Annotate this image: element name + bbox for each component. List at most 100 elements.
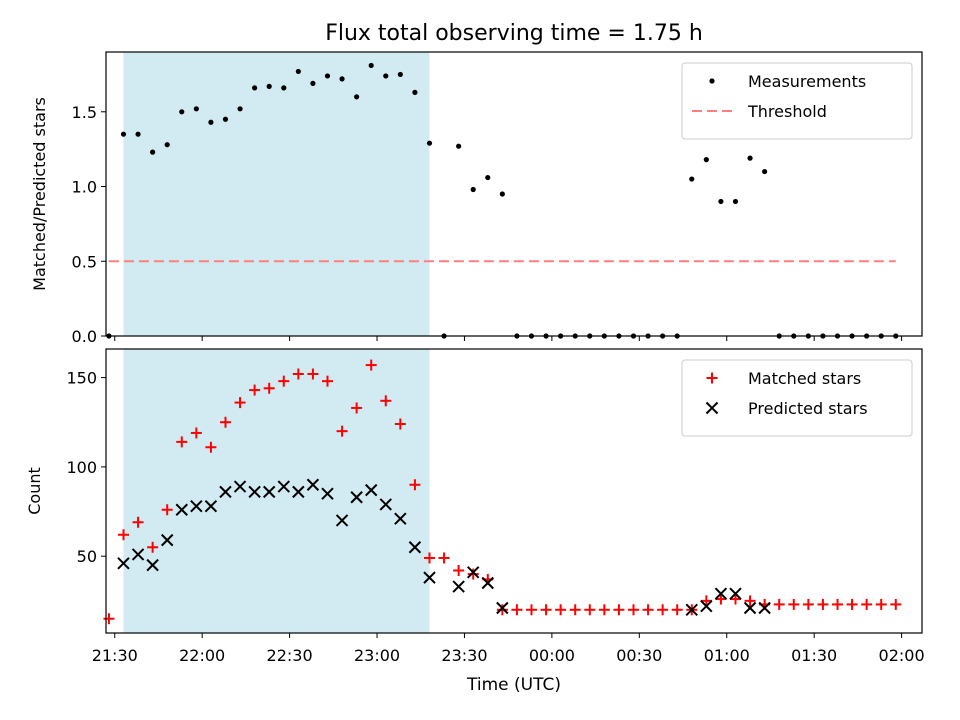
data-point-matched-stars — [700, 595, 712, 607]
data-point-matched-stars — [715, 593, 727, 605]
data-point-predicted-stars — [758, 601, 771, 615]
shaded-interval — [123, 349, 430, 633]
data-point-matched-stars — [394, 418, 406, 430]
data-point-predicted-stars — [743, 601, 757, 615]
legend-label: Threshold — [747, 102, 827, 121]
data-point-matched-stars — [525, 604, 537, 616]
data-point-measurements — [179, 109, 185, 115]
data-point-predicted-stars — [364, 483, 378, 497]
data-point-predicted-stars — [714, 587, 728, 600]
data-point-measurements — [295, 68, 301, 75]
data-point-matched-stars — [467, 568, 479, 580]
data-point-matched-stars — [307, 368, 319, 380]
y-tick-label: 100 — [66, 458, 97, 477]
data-point-measurements — [412, 89, 418, 95]
data-point-matched-stars — [176, 436, 188, 448]
data-point-matched-stars — [132, 516, 144, 528]
data-point-measurements — [237, 106, 243, 112]
data-point-measurements — [426, 140, 433, 146]
y-tick-label: 0.5 — [72, 252, 97, 271]
data-point-matched-stars — [219, 416, 231, 428]
legend-swatch — [706, 372, 718, 384]
data-point-measurements — [499, 191, 505, 197]
data-point-predicted-stars — [277, 480, 290, 493]
count-panel: 50 100 150 21:30 22:00 22:30 23:00 23:30 00:00 00… — [25, 348, 925, 665]
data-point-measurements — [339, 76, 345, 82]
ratio-panel: 0.0 0.5 1.0 1.5 Matched/Predicted stars Measu… — [30, 51, 923, 346]
data-point-matched-stars — [627, 604, 639, 616]
data-point-measurements — [718, 198, 724, 205]
data-point-matched-stars — [831, 598, 843, 610]
legend-label: Measurements — [748, 72, 866, 91]
data-point-measurements — [135, 131, 141, 137]
data-point-predicted-stars — [452, 580, 465, 593]
x-tick-label: 21:30 — [92, 646, 138, 665]
data-point-predicted-stars — [408, 541, 422, 554]
data-point-predicted-stars — [204, 499, 218, 513]
data-point-matched-stars — [729, 593, 741, 605]
data-point-matched-stars — [263, 382, 275, 394]
data-point-measurements — [324, 73, 331, 79]
data-point-matched-stars — [613, 604, 625, 616]
y-axis-label: Matched/Predicted stars — [30, 97, 49, 291]
data-point-predicted-stars — [729, 587, 742, 600]
x-tick-label: 02:00 — [879, 646, 925, 665]
legend-box — [681, 359, 913, 437]
data-point-matched-stars — [365, 359, 377, 371]
data-point-measurements — [397, 71, 403, 78]
data-point-predicted-stars — [292, 485, 305, 499]
data-point-measurements — [193, 106, 199, 112]
data-point-measurements — [120, 131, 127, 137]
data-point-measurements — [456, 143, 462, 149]
data-point-matched-stars — [788, 598, 800, 610]
x-tick-label: 01:30 — [791, 646, 837, 665]
data-point-matched-stars — [744, 595, 756, 607]
x-tick-label: 22:00 — [179, 646, 225, 665]
y-tick-label: 1.5 — [72, 103, 97, 122]
shaded-interval — [123, 52, 430, 336]
data-point-matched-stars — [423, 552, 435, 564]
data-point-measurements — [266, 83, 272, 89]
data-point-matched-stars — [642, 604, 654, 616]
data-point-measurements — [762, 168, 768, 175]
data-point-matched-stars — [147, 541, 159, 553]
data-point-predicted-stars — [146, 558, 159, 572]
data-point-matched-stars — [802, 598, 814, 610]
data-point-matched-stars — [117, 529, 129, 541]
data-point-matched-stars — [278, 375, 290, 387]
data-point-matched-stars — [103, 613, 115, 625]
data-point-matched-stars — [569, 604, 581, 616]
data-point-matched-stars — [875, 598, 887, 610]
data-point-predicted-stars — [685, 603, 698, 616]
data-point-predicted-stars — [262, 485, 276, 499]
data-point-measurements — [368, 62, 374, 69]
legend-label: Matched stars — [748, 369, 861, 388]
data-point-measurements — [470, 186, 476, 193]
data-point-matched-stars — [540, 604, 552, 616]
data-point-matched-stars — [409, 479, 421, 491]
data-point-matched-stars — [438, 552, 450, 564]
data-point-measurements — [485, 174, 491, 181]
data-point-measurements — [208, 119, 214, 125]
data-point-matched-stars — [321, 375, 333, 387]
y-axis-label: Count — [25, 467, 44, 515]
data-point-measurements — [222, 116, 229, 122]
data-point-matched-stars — [671, 604, 683, 616]
data-point-matched-stars — [598, 604, 610, 616]
data-point-predicted-stars — [496, 601, 509, 615]
data-point-predicted-stars — [321, 487, 334, 500]
data-point-predicted-stars — [219, 485, 232, 499]
data-point-predicted-stars — [175, 503, 188, 516]
data-point-matched-stars — [817, 598, 829, 610]
data-point-matched-stars — [861, 598, 873, 610]
x-tick-label: 23:30 — [441, 646, 487, 665]
data-point-matched-stars — [657, 604, 669, 616]
data-point-predicted-stars — [335, 514, 349, 527]
x-tick-label: 00:00 — [529, 646, 575, 665]
data-point-predicted-stars — [423, 571, 436, 584]
data-point-predicted-stars — [306, 478, 320, 491]
data-point-measurements — [281, 85, 287, 91]
data-point-matched-stars — [773, 598, 785, 610]
data-point-matched-stars — [205, 441, 217, 453]
